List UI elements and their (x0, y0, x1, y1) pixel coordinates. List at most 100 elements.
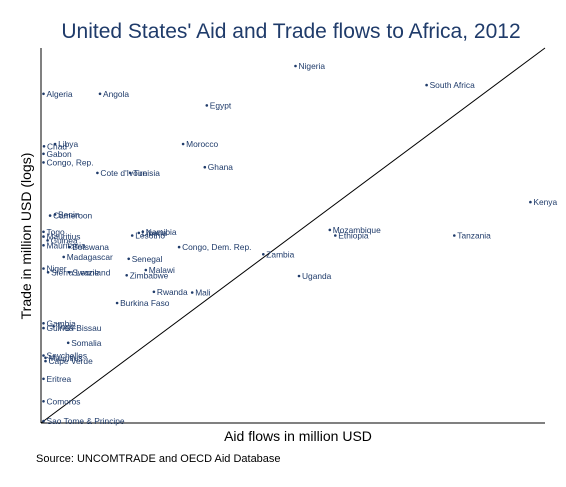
data-point (529, 200, 532, 204)
data-point (115, 301, 119, 305)
data-point (53, 213, 57, 216)
data-point (42, 354, 45, 357)
data-point-label: Togo (57, 321, 76, 331)
data-point-label: Benin (58, 210, 80, 220)
data-point (42, 400, 45, 403)
data-point-label: Ethiopia (338, 231, 369, 241)
data-point (42, 145, 46, 148)
data-point-label: Somalia (71, 338, 102, 348)
data-point (203, 165, 207, 169)
data-point (328, 228, 332, 232)
data-point-label: Angola (103, 89, 129, 99)
data-point (42, 419, 45, 423)
data-point (177, 245, 181, 249)
data-point (66, 341, 70, 345)
data-point-label: Comoros (47, 396, 81, 406)
data-point-label: Algeria (47, 89, 73, 99)
data-point (52, 325, 55, 328)
data-point-label: Mauritius (49, 353, 83, 363)
y-axis-label: Trade in million USD (logs) (18, 153, 34, 320)
data-point-label: South Africa (430, 80, 476, 90)
data-point (425, 83, 428, 87)
data-point-label: Kenya (533, 197, 557, 207)
data-point-label: Ghana (208, 162, 233, 172)
data-point (53, 142, 57, 146)
data-point-label: Sao Tome & Principe (47, 416, 125, 426)
data-point-label: Madagascar (67, 252, 113, 262)
data-point-label: Swaziland (72, 267, 111, 277)
data-point-label: Namibia (146, 227, 177, 237)
data-point (125, 274, 128, 277)
data-point-label: Uganda (302, 271, 332, 281)
data-point-label: Zambia (266, 249, 294, 259)
data-point (297, 274, 301, 278)
data-point (42, 244, 45, 247)
plot-area: Nigeria South Africa Algeria Angola Egypt Mor… (40, 47, 557, 426)
data-point (190, 291, 194, 294)
data-point-label: Egypt (210, 100, 232, 110)
data-point (48, 214, 52, 217)
data-point (42, 161, 45, 164)
chart-title: United States' Aid and Trade flows to Af… (61, 20, 520, 43)
data-point (42, 377, 45, 381)
data-point-label: Mozambique (333, 225, 381, 235)
data-point-label: Togo (47, 227, 66, 237)
data-point-label: Morocco (186, 139, 218, 149)
data-point (181, 142, 185, 146)
data-point (128, 171, 132, 175)
data-point (46, 239, 49, 242)
data-point-label: Gambia (47, 318, 77, 328)
data-point (152, 290, 156, 294)
data-point (96, 171, 99, 175)
data-point (42, 152, 45, 156)
data-point-label: Mali (195, 288, 210, 298)
data-point-label: Tanzania (457, 231, 491, 241)
x-axis-label: Aid flows in million USD (224, 428, 372, 444)
data-point (44, 359, 47, 363)
data-point (46, 271, 50, 274)
data-point (42, 322, 45, 325)
data-point (62, 255, 65, 259)
data-point-label: Chad (47, 141, 67, 151)
data-point-label: Liberia (142, 228, 167, 238)
data-point (42, 92, 45, 96)
data-point-label: Sierra Leone (51, 267, 99, 277)
data-point-label: Nigeria (299, 61, 326, 71)
data-point-label: Lesotho (135, 231, 165, 241)
reference-line-45deg (40, 47, 546, 424)
data-points: Nigeria South Africa Algeria Angola Egypt Mor… (42, 61, 557, 426)
data-point-label: Congo, Rep. (47, 157, 94, 167)
data-point (137, 231, 141, 235)
data-point (141, 230, 145, 234)
data-point-label: Congo, Dem. Rep. (182, 242, 251, 252)
data-point-label: Guinea (51, 235, 78, 245)
data-point-label: Cape Verde (49, 356, 94, 366)
data-point-label: Zimbabwe (130, 270, 169, 280)
data-point-label: Senegal (132, 254, 163, 264)
data-point (67, 271, 71, 274)
data-point (453, 234, 456, 237)
data-point (127, 257, 130, 261)
data-point-label: Guinea-Bissau (47, 323, 102, 333)
data-point-label: Eritrea (47, 374, 72, 384)
data-point (294, 64, 297, 68)
data-point (130, 234, 134, 237)
data-point (42, 235, 45, 238)
data-point-label: Cameroon (53, 211, 92, 221)
data-point (205, 104, 209, 107)
data-point (44, 356, 47, 360)
data-point-label: Botswana (72, 242, 109, 252)
data-point-label: Libya (58, 139, 78, 149)
data-point-label: Tunisia (133, 168, 160, 178)
source-note: Source: UNCOMTRADE and OECD Aid Database (36, 453, 281, 465)
data-point (334, 234, 337, 237)
data-point (67, 245, 71, 249)
data-point-label: Burkina Faso (120, 298, 170, 308)
data-point-label: Malawi (149, 265, 175, 275)
data-point-label: Rwanda (157, 287, 188, 297)
data-point-label: Mauritania (47, 240, 86, 250)
data-point-label: Gabon (47, 149, 72, 159)
data-point-label: Cote d'Ivoire (100, 168, 147, 178)
data-point (262, 253, 265, 256)
